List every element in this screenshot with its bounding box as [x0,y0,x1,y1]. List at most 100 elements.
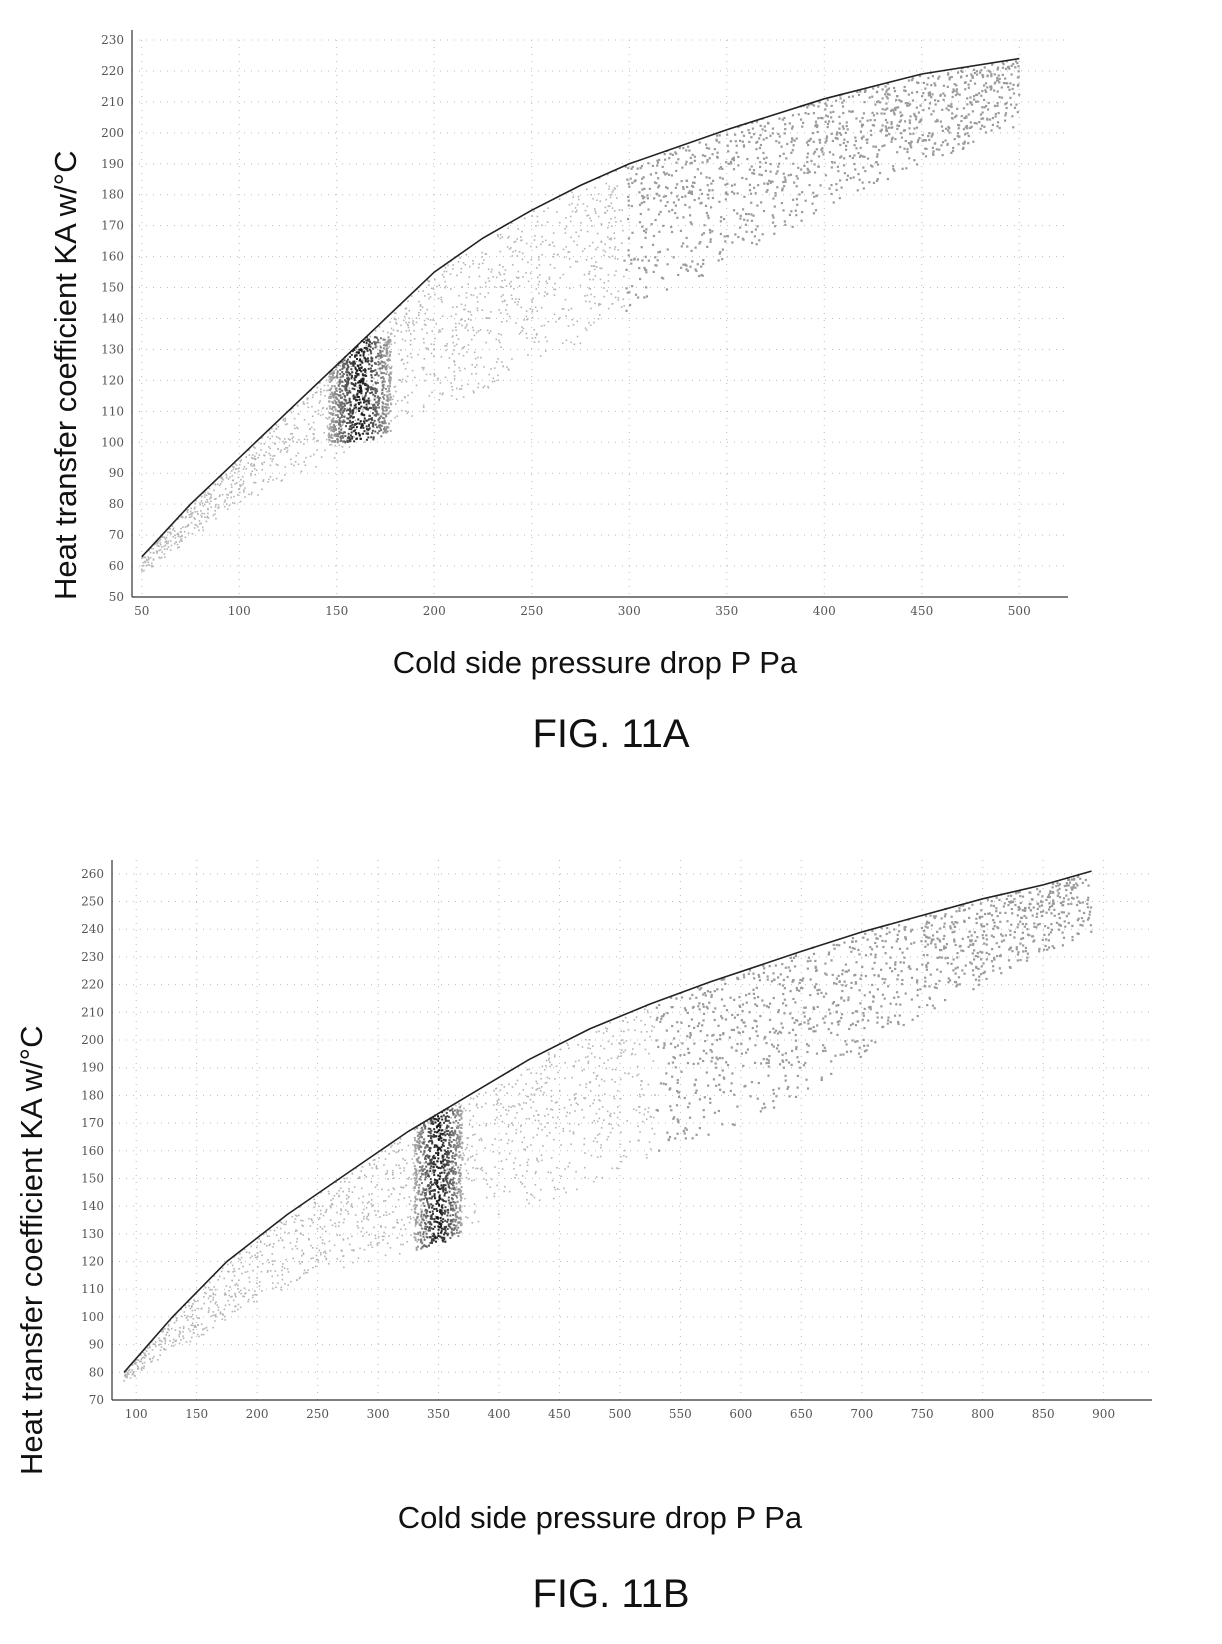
data-point [232,1299,235,1302]
data-point [267,1259,269,1261]
data-point [942,92,945,95]
band-point [367,424,370,427]
data-point [875,937,878,940]
data-point [418,300,420,303]
data-point [980,69,983,72]
data-point [174,534,176,537]
data-point [1072,884,1075,887]
data-point [455,1186,458,1188]
data-point [842,99,846,102]
data-point [664,158,667,161]
data-point [1067,884,1070,887]
data-point [481,1169,484,1172]
band-point [383,427,386,430]
data-point [571,1076,573,1079]
data-point [430,343,433,345]
data-point [307,423,310,425]
data-point [504,269,507,271]
data-point [527,261,529,264]
data-point [795,175,798,178]
data-point [1005,82,1008,85]
data-point [384,341,387,344]
data-point [1021,922,1024,926]
data-point [191,512,194,514]
data-point [284,438,286,440]
data-point [1049,931,1053,934]
data-point [309,455,312,458]
data-point [1017,76,1020,79]
data-point [366,405,368,408]
data-point [718,167,721,170]
data-point [200,522,202,525]
data-point [833,981,836,985]
data-point [636,258,640,261]
data-point [640,1019,642,1022]
data-point [737,155,740,159]
data-point [223,1308,226,1311]
data-point [914,118,918,121]
data-point [584,295,586,297]
band-point [374,430,377,433]
data-point [375,1166,378,1169]
band-point [353,388,356,391]
data-point [996,104,999,107]
data-point [538,264,541,266]
data-point [607,280,610,282]
data-point [482,386,485,389]
data-point [943,925,946,928]
data-point [398,378,401,381]
data-point [691,185,695,188]
data-point [641,225,644,228]
data-point [741,208,745,211]
data-point [432,288,435,290]
data-point [835,183,838,186]
band-point [369,350,372,353]
data-point [452,306,454,309]
data-point [862,155,865,158]
data-point [154,542,157,545]
data-point [611,191,614,193]
data-point [233,1268,235,1270]
data-point [998,81,1001,84]
data-point [150,547,153,550]
data-point [314,392,317,394]
data-point [349,1243,351,1246]
data-point [610,202,613,204]
band-point [390,402,393,405]
data-point [792,979,795,982]
data-point [214,483,217,486]
data-point [1019,958,1022,962]
data-point [751,172,754,175]
band-point [389,409,392,412]
data-point [248,1276,251,1279]
band-point [329,371,332,374]
data-point [156,542,159,545]
data-point [364,441,366,443]
data-point [644,255,647,258]
band-point [331,420,334,423]
data-point [969,79,972,82]
data-point [714,1062,717,1065]
data-point [450,288,452,290]
data-point [472,329,475,332]
data-point [975,70,979,73]
band-point [387,338,390,341]
data-point [907,141,911,145]
data-point [708,157,711,160]
data-point [425,347,427,349]
data-point [689,214,692,217]
band-point [341,384,344,387]
data-point [419,1124,421,1127]
band-point [348,413,351,416]
data-point [498,339,500,342]
data-point [335,1192,338,1195]
data-point [219,494,221,497]
data-point [801,979,804,982]
data-point [607,307,610,310]
data-point [191,533,194,535]
data-point [796,203,799,206]
data-point [392,1177,395,1179]
data-point [598,1117,601,1120]
data-point [751,1026,754,1030]
data-point [175,541,178,543]
